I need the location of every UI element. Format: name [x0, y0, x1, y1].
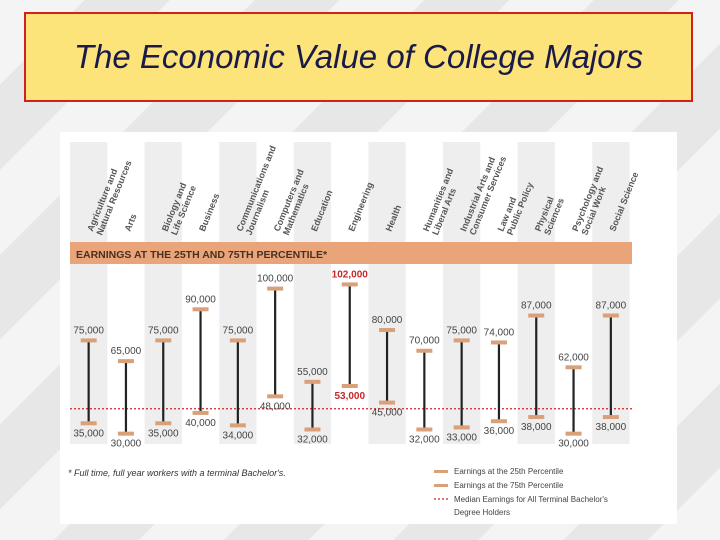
label-25th: 32,000 [297, 434, 328, 445]
section-header-band [70, 242, 632, 264]
legend-label-line: Median Earnings for All Terminal Bachelo… [454, 495, 608, 504]
label-25th: 33,000 [446, 432, 477, 443]
legend-label: Earnings at the 25th Percentile [454, 467, 564, 476]
tick-25th [229, 423, 246, 428]
label-25th: 40,000 [185, 418, 216, 429]
tick-75th [192, 307, 209, 312]
tick-25th [80, 421, 97, 426]
label-75th: 70,000 [409, 336, 440, 347]
range-chart: EARNINGS AT THE 25TH AND 75TH PERCENTILE… [68, 142, 640, 517]
label-75th: 75,000 [73, 325, 104, 336]
label-25th: 30,000 [111, 439, 142, 450]
tick-75th [155, 338, 172, 343]
label-75th: 75,000 [223, 325, 254, 336]
footnote: * Full time, full year workers with a te… [68, 468, 286, 478]
label-25th: 36,000 [484, 426, 515, 437]
chart-panel: EARNINGS AT THE 25TH AND 75TH PERCENTILE… [60, 132, 677, 524]
slide-title: The Economic Value of College Majors [73, 38, 644, 75]
label-25th: 48,000 [260, 401, 291, 412]
section-header-title: EARNINGS AT THE 25TH AND 75TH PERCENTILE… [76, 249, 328, 261]
tick-25th [117, 431, 134, 436]
label-75th: 80,000 [372, 315, 403, 326]
tick-25th [267, 394, 284, 399]
label-25th: 38,000 [596, 422, 627, 433]
label-75th: 65,000 [111, 346, 142, 357]
tick-75th [453, 338, 470, 343]
label-25th: 35,000 [148, 428, 179, 439]
tick-25th [416, 427, 433, 432]
label-25th: 34,000 [223, 430, 254, 441]
label-25th: 35,000 [73, 428, 104, 439]
category-label: Business [197, 192, 221, 233]
label-75th: 75,000 [148, 325, 179, 336]
tick-75th [602, 313, 619, 318]
label-25th: 45,000 [372, 408, 403, 419]
tick-75th [565, 365, 582, 370]
category-label: Arts [123, 212, 139, 232]
tick-25th [155, 421, 172, 426]
title-box: The Economic Value of College Majors [24, 12, 693, 102]
legend-marker [434, 484, 448, 487]
label-25th: 38,000 [521, 422, 552, 433]
tick-25th [602, 415, 619, 420]
label-75th: 55,000 [297, 367, 328, 378]
label-75th: 75,000 [446, 325, 477, 336]
tick-75th [80, 338, 97, 343]
tick-75th [490, 340, 507, 345]
tick-25th [304, 427, 321, 432]
label-75th: 87,000 [596, 301, 627, 312]
tick-75th [379, 328, 396, 333]
legend-label: Median Earnings for All Terminal Bachelo… [454, 495, 608, 517]
tick-25th [565, 431, 582, 436]
label-25th: 32,000 [409, 434, 440, 445]
label-75th: 102,000 [332, 269, 369, 280]
tick-25th [192, 410, 209, 415]
legend-marker [434, 470, 448, 473]
tick-75th [528, 313, 545, 318]
legend-label-line: Degree Holders [454, 508, 510, 517]
tick-25th [453, 425, 470, 430]
legend-label: Earnings at the 75th Percentile [454, 481, 564, 490]
label-75th: 100,000 [257, 274, 294, 285]
tick-25th [528, 415, 545, 420]
tick-75th [267, 286, 284, 291]
tick-75th [416, 348, 433, 353]
label-25th: 53,000 [334, 391, 365, 402]
category-label-line: Arts [123, 212, 139, 232]
label-75th: 74,000 [484, 327, 515, 338]
label-75th: 90,000 [185, 294, 216, 305]
label-75th: 87,000 [521, 301, 552, 312]
tick-75th [117, 359, 134, 364]
tick-25th [379, 400, 396, 405]
tick-75th [229, 338, 246, 343]
tick-75th [304, 379, 321, 384]
label-25th: 30,000 [558, 439, 589, 450]
category-label-line: Business [197, 192, 221, 233]
tick-25th [490, 419, 507, 424]
tick-75th [341, 282, 358, 287]
tick-25th [341, 383, 358, 388]
label-75th: 62,000 [558, 352, 589, 363]
